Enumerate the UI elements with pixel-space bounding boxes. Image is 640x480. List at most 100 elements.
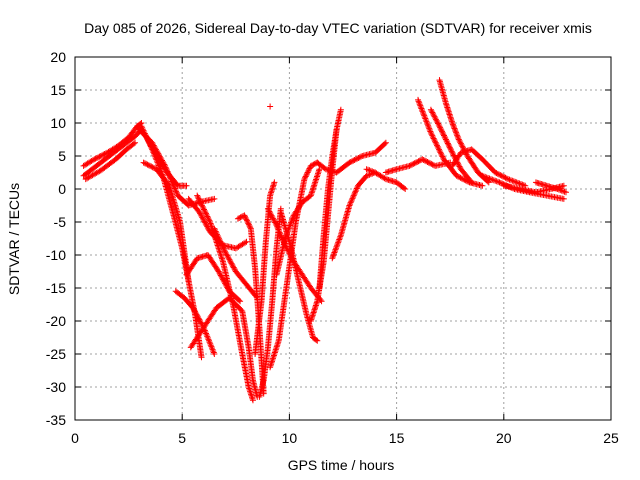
data-point-marker [162,162,169,169]
data-point-marker [452,126,459,133]
y-tick-label: 0 [58,181,66,197]
series-outlier [267,103,274,110]
data-point-marker [147,162,154,169]
data-point-marker [335,239,342,246]
series-track-ag [532,179,569,196]
data-point-marker [100,151,107,158]
data-point-marker [145,162,152,169]
data-point-marker [439,128,446,135]
data-point-marker [267,211,274,218]
series-track-f [138,123,205,361]
data-point-marker [143,160,150,167]
data-point-marker [417,104,424,111]
data-point-marker [211,351,218,357]
data-point-marker [493,170,500,177]
data-point-marker [350,192,357,199]
data-point-marker [423,119,430,126]
data-point-marker [225,255,232,262]
data-point-marker [245,221,252,228]
series-track-y [363,166,409,192]
data-point-marker [183,182,190,189]
data-point-marker [229,263,236,270]
data-point-marker [430,110,437,117]
data-point-marker [310,161,317,168]
data-point-marker [417,102,424,109]
data-point-marker [352,156,359,163]
data-point-marker [230,264,237,271]
data-point-marker [457,174,464,181]
data-point-marker [218,273,225,280]
data-point-marker [459,143,466,150]
data-point-marker [204,333,211,340]
data-point-marker [355,154,362,161]
data-point-marker [141,130,148,137]
data-point-marker [214,231,221,238]
data-point-marker [221,247,228,254]
data-point-marker [267,209,274,216]
data-point-marker [490,177,497,184]
data-point-marker [217,238,224,245]
data-point-marker [217,272,224,279]
data-point-marker [220,244,227,251]
data-point-marker [433,141,440,148]
data-point-marker [333,245,340,252]
data-point-marker [194,193,201,200]
data-point-marker [249,397,256,404]
data-point-marker [346,159,353,166]
data-point-marker [220,277,227,284]
data-point-marker [227,259,234,266]
data-point-marker [494,170,501,177]
data-point-marker [197,211,204,218]
data-point-marker [420,111,427,118]
data-point-marker [431,138,438,145]
data-point-marker [267,103,274,110]
data-point-marker [426,125,433,132]
data-point-marker [151,152,158,159]
data-point-marker [141,160,148,167]
data-point-marker [195,195,202,202]
data-point-marker [420,109,427,116]
data-point-marker [274,223,281,230]
data-point-marker [91,156,98,163]
data-point-marker [350,194,357,201]
data-point-marker [301,176,308,183]
data-point-marker [560,195,567,202]
data-point-marker [432,139,439,146]
data-point-marker [95,154,102,161]
data-point-marker [206,217,213,224]
data-point-marker [483,174,490,181]
data-point-marker [429,132,436,139]
data-point-marker [335,237,342,244]
data-point-marker [211,225,218,232]
data-point-marker [211,195,218,202]
data-point-marker [442,136,449,143]
y-tick-label: -10 [46,247,66,263]
data-point-marker [354,155,361,162]
data-point-marker [194,314,201,321]
data-point-marker [163,165,170,172]
data-point-marker [222,250,229,257]
data-point-marker [208,343,215,350]
data-point-marker [449,149,456,156]
series-track-x [314,139,389,176]
data-point-marker [366,167,373,174]
data-point-marker [502,174,509,181]
data-point-marker [331,248,338,255]
data-point-marker [348,198,355,205]
data-point-marker [173,189,180,196]
data-point-marker [418,106,425,113]
data-point-marker [493,178,500,185]
data-point-marker [420,156,427,163]
data-point-marker [428,160,435,167]
data-point-marker [505,176,512,183]
data-point-marker [93,154,100,161]
data-point-marker [456,163,463,170]
data-point-marker [220,245,227,252]
data-point-marker [167,175,174,182]
data-point-marker [200,206,207,213]
data-point-marker [425,159,432,166]
data-point-marker [416,101,423,108]
data-point-marker [201,207,208,214]
data-point-marker [238,307,245,313]
data-point-marker [358,153,365,160]
